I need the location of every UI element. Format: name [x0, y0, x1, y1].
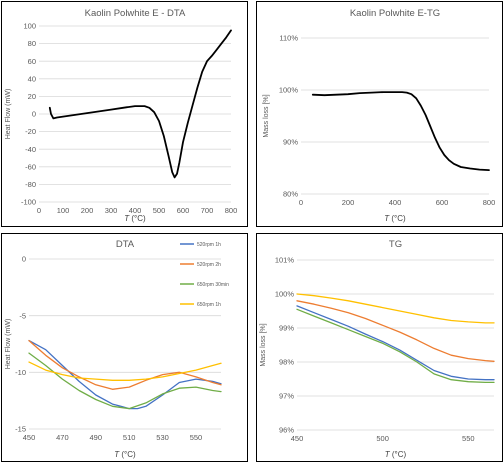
y-tick-label: -60 — [25, 162, 36, 171]
y-tick-label: 0 — [32, 110, 36, 119]
chart-svg-dta-zoom: -15 -10 -5 0 450 470 490 510 530 550 DTA T (°C) Heat… — [5, 239, 229, 459]
x-tick-label: 800 — [483, 198, 496, 207]
chart-panel-tg-zoom: 96% 97% 98% 99% 100% 101% 450 500 550 TG T (°C) Mas… — [256, 233, 503, 462]
series-line — [296, 300, 495, 362]
y-tick-label: 98% — [279, 358, 294, 367]
legend-label: 520rpm 2h — [197, 262, 221, 268]
y-tick-label: 100 — [23, 22, 36, 31]
x-axis-label-unit: (°C) — [389, 214, 406, 223]
x-axis-label-variable: T — [114, 450, 120, 459]
chart-panel-tg-full: 80% 90% 100% 110% 0 200 400 600 800 Kaolin Polwhi… — [256, 1, 503, 227]
y-tick-label: 60 — [28, 57, 36, 66]
y-tick-label: 20 — [28, 92, 36, 101]
x-tick-label: 550 — [462, 434, 475, 443]
y-tick-label: 110% — [279, 34, 298, 43]
y-tick-label: 0 — [22, 255, 26, 264]
y-tick-label: 100% — [279, 86, 299, 95]
series-line — [296, 305, 495, 381]
chart-title: DTA — [116, 239, 135, 250]
y-tick-label: 80 — [28, 39, 36, 48]
y-tick-label: 101% — [275, 256, 295, 265]
x-tick-label: 550 — [190, 433, 203, 442]
chart-svg-tg-full: 80% 90% 100% 110% 0 200 400 600 800 Kaolin Polwhi… — [263, 8, 496, 223]
x-tick-label: 500 — [153, 206, 166, 215]
y-tick-label: 40 — [28, 74, 36, 83]
series-line — [48, 29, 232, 179]
y-tick-label: -80 — [25, 180, 36, 189]
chart-panel-dta-full: -100 -80 -60 -40 -20 0 20 40 60 80 100 0 100 200 300 40… — [1, 1, 248, 227]
x-axis-label-variable: T — [124, 214, 130, 223]
x-tick-label: 0 — [37, 206, 41, 215]
series-line — [296, 293, 495, 324]
y-tick-label: 96% — [279, 426, 294, 435]
y-tick-label: -15 — [15, 425, 26, 434]
x-axis-label: T (°C) — [124, 214, 146, 223]
chart-title: Kaolin Polwhite E - DTA — [85, 8, 186, 19]
x-axis-label: T (°C) — [114, 450, 136, 459]
x-tick-label: 500 — [376, 434, 389, 443]
series-line — [296, 308, 495, 384]
x-tick-label: 700 — [201, 206, 214, 215]
y-tick-label: -5 — [19, 311, 26, 320]
x-axis-label-unit: (°C) — [390, 450, 407, 459]
x-axis-label-unit: (°C) — [129, 214, 146, 223]
x-tick-label: 450 — [291, 434, 304, 443]
x-tick-label: 600 — [436, 198, 449, 207]
legend-label: 650rpm 30min — [197, 282, 229, 288]
y-axis-label: Heat Flow (mW) — [5, 89, 12, 140]
legend-label: 650rpm 1h — [197, 302, 221, 308]
x-tick-label: 100 — [57, 206, 70, 215]
x-tick-label: 530 — [156, 433, 169, 442]
chart-title: TG — [389, 239, 402, 250]
x-axis-label-variable: T — [384, 214, 390, 223]
x-axis-label-variable: T — [385, 450, 391, 459]
x-tick-label: 300 — [105, 206, 118, 215]
y-tick-label: 100% — [275, 290, 295, 299]
x-tick-label: 400 — [389, 198, 402, 207]
x-tick-label: 470 — [56, 433, 69, 442]
y-tick-label: 90% — [283, 138, 298, 147]
y-tick-label: -40 — [25, 145, 36, 154]
x-tick-label: 450 — [23, 433, 36, 442]
series-line — [311, 91, 490, 172]
x-tick-label: 400 — [129, 206, 142, 215]
series-line — [28, 339, 222, 390]
x-tick-label: 600 — [177, 206, 190, 215]
y-axis-label: Heat Flow (mW) — [5, 319, 12, 370]
chart-svg-dta-full: -100 -80 -60 -40 -20 0 20 40 60 80 100 0 100 200 300 40… — [5, 8, 238, 223]
series-line — [28, 361, 222, 381]
y-tick-label: -20 — [25, 127, 36, 136]
x-axis-label: T (°C) — [384, 214, 406, 223]
y-tick-label: 80% — [283, 190, 298, 199]
x-tick-label: 200 — [81, 206, 94, 215]
y-tick-label: 99% — [279, 324, 294, 333]
y-tick-label: -100 — [21, 198, 36, 207]
x-axis-label-unit: (°C) — [119, 450, 136, 459]
series-line — [28, 352, 222, 410]
y-axis-label: Mass loss [%] — [260, 323, 267, 366]
x-tick-label: 200 — [342, 198, 355, 207]
chart-title: Kaolin Polwhite E-TG — [350, 8, 440, 19]
x-tick-label: 800 — [225, 206, 238, 215]
y-axis-label: Mass loss [%] — [263, 94, 270, 137]
x-axis-label: T (°C) — [385, 450, 407, 459]
y-tick-label: -10 — [15, 368, 26, 377]
x-tick-label: 510 — [123, 433, 136, 442]
legend-label: 520rpm 1h — [197, 242, 221, 248]
x-tick-label: 490 — [90, 433, 103, 442]
chart-svg-tg-zoom: 96% 97% 98% 99% 100% 101% 450 500 550 TG T (°C) Mas… — [260, 239, 495, 459]
y-tick-label: 97% — [279, 392, 294, 401]
x-tick-label: 0 — [299, 198, 303, 207]
chart-panel-dta-zoom: -15 -10 -5 0 450 470 490 510 530 550 DTA T (°C) Heat… — [1, 233, 248, 462]
